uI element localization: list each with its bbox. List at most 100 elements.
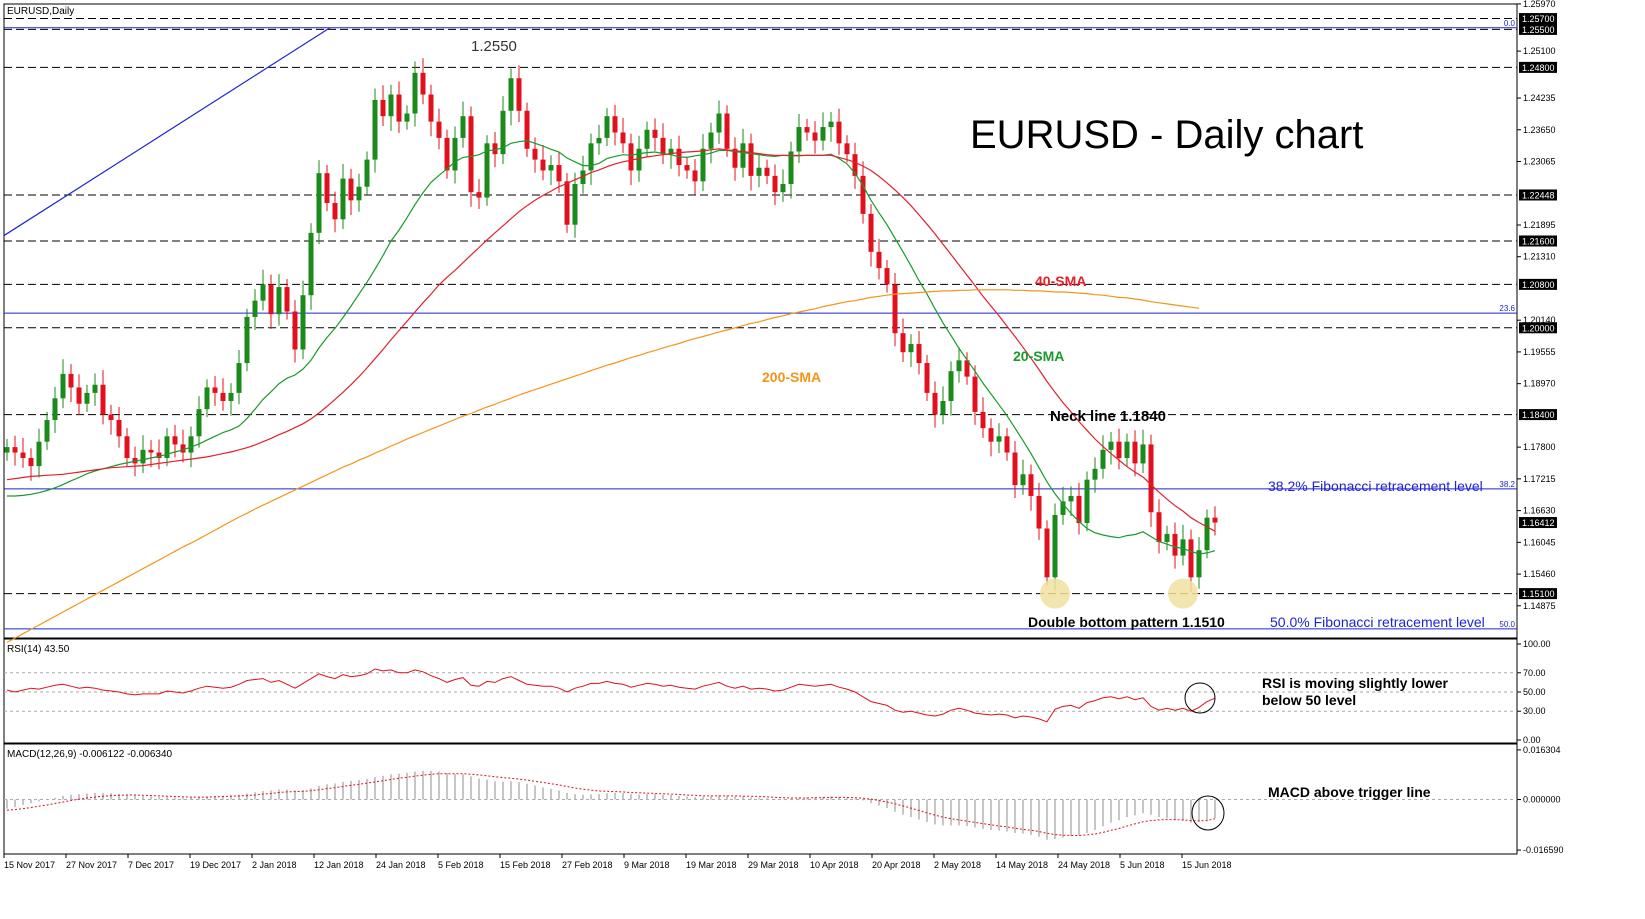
candle-body — [812, 132, 818, 141]
rsi-tick-label: 100.00 — [1523, 639, 1551, 649]
candle-body — [388, 94, 394, 117]
candle-body — [684, 165, 690, 171]
date-tick-label: 12 Jan 2018 — [314, 860, 364, 870]
candle-body — [1092, 468, 1098, 480]
candle-body — [940, 401, 946, 415]
price-tick-label: 1.18970 — [1523, 379, 1556, 389]
date-tick-label: 27 Feb 2018 — [562, 860, 613, 870]
price-tick-label: 1.19555 — [1523, 347, 1556, 357]
level-box-2 — [1519, 61, 1557, 73]
candle-body — [980, 411, 986, 429]
candle-body — [4, 447, 10, 453]
macd-tick-label: 0.016304 — [1523, 745, 1561, 755]
rsi-tick-label: 70.00 — [1523, 668, 1546, 678]
candle-body — [1036, 495, 1042, 529]
date-tick-label: 10 Apr 2018 — [810, 860, 859, 870]
candle-body — [644, 129, 650, 149]
candle-body — [748, 143, 754, 176]
candlesticks — [4, 58, 1218, 592]
double-bottom-label: Double bottom pattern 1.1510 — [1028, 614, 1225, 630]
candle-body — [228, 392, 234, 402]
candle-body — [820, 127, 826, 141]
candle-body — [28, 457, 34, 467]
candle-body — [1028, 474, 1034, 496]
candle-body — [740, 143, 746, 168]
level-box-6 — [1519, 322, 1557, 334]
candle-body — [668, 148, 674, 155]
candle-body — [124, 436, 130, 458]
fib382-label: 38.2% Fibonacci retracement level — [1268, 478, 1483, 494]
rsi-annotation: RSI is moving slightly lower below 50 le… — [1262, 675, 1448, 708]
level-box-5 — [1519, 278, 1557, 290]
rsi-indicator — [4, 668, 1517, 723]
macd-highlight-circle — [1191, 795, 1225, 831]
candle-body — [620, 132, 626, 144]
candle-body — [1068, 495, 1074, 502]
candle-body — [476, 192, 482, 198]
candle-body — [364, 159, 370, 187]
candle-body — [1124, 441, 1130, 458]
candle-body — [1108, 441, 1114, 450]
candle-body — [308, 232, 314, 296]
price-tick-label: 1.21895 — [1523, 220, 1556, 230]
candle-body — [300, 295, 306, 350]
candle-body — [324, 173, 330, 204]
candle-body — [564, 181, 570, 225]
candle-body — [148, 449, 154, 453]
candle-body — [252, 300, 258, 317]
candle-body — [556, 165, 562, 182]
candle-body — [52, 398, 58, 421]
window-title: EURUSD,Daily — [7, 6, 74, 17]
level-box-label-8: 1.15100 — [1522, 589, 1555, 599]
macd-tick-label: -0.016590 — [1523, 845, 1564, 855]
double-bottom-markers — [1040, 578, 1198, 609]
macd-pane-frame — [3, 743, 1518, 855]
candle-body — [508, 78, 514, 111]
price-tick-label: 1.16630 — [1523, 506, 1556, 516]
level-box-label-6: 1.20000 — [1522, 323, 1555, 333]
level-box-label-5: 1.20800 — [1522, 280, 1555, 290]
candle-body — [612, 116, 618, 133]
fib-label-2: 38.2 — [1499, 480, 1515, 489]
candle-body — [220, 392, 226, 402]
price-tick-label: 1.20140 — [1523, 315, 1556, 325]
candle-body — [988, 428, 994, 442]
candle-body — [532, 148, 538, 160]
candle-body — [236, 363, 242, 393]
date-tick-label: 29 Mar 2018 — [748, 860, 799, 870]
candle-body — [708, 132, 714, 149]
candle-body — [724, 113, 730, 149]
candle-body — [964, 360, 970, 377]
level-box-9 — [1519, 517, 1557, 529]
candle-body — [772, 175, 778, 193]
candle-body — [652, 129, 658, 138]
candle-body — [1196, 550, 1202, 578]
fib-label-1: 23.6 — [1499, 304, 1515, 313]
candle-body — [996, 436, 1002, 442]
price-pane-frame — [3, 3, 1518, 639]
rsi-axis: 100.00 70.00 50.00 30.00 0.00 — [1517, 639, 1551, 745]
candle-body — [948, 371, 954, 402]
candle-body — [700, 148, 706, 182]
date-tick-label: 20 Apr 2018 — [872, 860, 921, 870]
candle-body — [284, 287, 290, 312]
candle-body — [484, 143, 490, 198]
candle-body — [844, 143, 850, 155]
candle-body — [84, 392, 90, 404]
trend-line — [3, 27, 331, 237]
macd-tick-label: 0.000000 — [1523, 795, 1561, 805]
candle-body — [348, 178, 354, 201]
candle-body — [468, 116, 474, 193]
candle-body — [1180, 539, 1186, 556]
date-tick-label: 9 Mar 2018 — [624, 860, 670, 870]
candle-body — [1076, 495, 1082, 524]
candle-body — [404, 113, 410, 122]
candle-body — [868, 213, 874, 252]
price-tick-label: 1.17215 — [1523, 474, 1556, 484]
candle-body — [444, 137, 450, 171]
candle-body — [804, 127, 810, 133]
candle-body — [972, 376, 978, 412]
rsi-pane-frame — [3, 638, 1518, 744]
